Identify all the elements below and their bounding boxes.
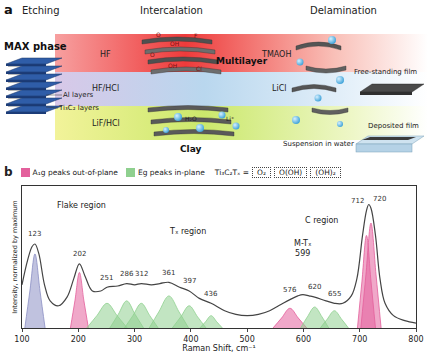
svg-text:800: 800 (408, 335, 423, 344)
html-text:(OH)₂: (OH)₂ (315, 167, 336, 177)
svg-text:H₂O: H₂O (185, 115, 197, 122)
svg-text:Intensity, normalized by maxim: Intensity, normalized by maximum (11, 200, 19, 313)
html-text:O(OH): O(OH) (279, 167, 303, 177)
svg-text:100: 100 (14, 335, 29, 344)
svg-text:251: 251 (100, 274, 113, 282)
svg-text:Al layers: Al layers (63, 91, 94, 99)
svg-text:LiCl: LiCl (272, 84, 287, 93)
svg-text:400: 400 (183, 335, 198, 344)
svg-text:HF: HF (100, 50, 111, 59)
svg-text:LiF/HCl: LiF/HCl (92, 119, 120, 128)
svg-text:712: 712 (351, 197, 364, 205)
html-text:b: b (4, 165, 13, 179)
html-text:O₂: O₂ (257, 167, 266, 177)
svg-text:Ti₃C₂ layers: Ti₃C₂ layers (58, 104, 99, 112)
svg-text:286: 286 (120, 270, 134, 278)
svg-text:620: 620 (308, 283, 321, 291)
svg-text:MAX phase: MAX phase (4, 41, 67, 52)
svg-text:Flake region: Flake region (57, 201, 106, 210)
svg-text:Intercalation: Intercalation (140, 5, 203, 16)
svg-text:700: 700 (352, 335, 367, 344)
html-text:A₁g peaks out-of-plane: A₁g peaks out-of-plane (32, 167, 118, 177)
svg-text:F: F (194, 32, 198, 39)
svg-text:TMAOH: TMAOH (261, 50, 291, 59)
svg-text:312: 312 (135, 270, 148, 278)
html-text:Ti₃C₂Tₓ =: Ti₃C₂Tₓ = (214, 167, 250, 177)
svg-text:655: 655 (328, 290, 341, 298)
svg-text:OH: OH (168, 62, 177, 69)
svg-text:OH: OH (170, 40, 179, 47)
svg-text:500: 500 (239, 335, 254, 344)
html-text:Eg peaks in-plane: Eg peaks in-plane (138, 167, 205, 177)
svg-text:O: O (150, 51, 155, 58)
svg-text:Li⁺: Li⁺ (226, 115, 234, 122)
svg-text:HF/HCl: HF/HCl (92, 84, 119, 93)
svg-text:Deposited film: Deposited film (368, 122, 419, 130)
svg-text:300: 300 (127, 335, 142, 344)
svg-text:576: 576 (283, 286, 297, 294)
svg-text:Clay: Clay (180, 144, 201, 154)
svg-text:a: a (4, 2, 13, 17)
svg-text:M-Tₓ599: M-Tₓ599 (294, 239, 312, 258)
svg-text:Etching: Etching (22, 5, 60, 16)
svg-text:Tₓ region: Tₓ region (169, 227, 206, 236)
svg-text:Multilayer: Multilayer (216, 56, 268, 66)
svg-text:200: 200 (71, 335, 86, 344)
svg-text:123: 123 (28, 230, 41, 238)
svg-text:397: 397 (183, 277, 196, 285)
svg-text:Delamination: Delamination (310, 5, 377, 16)
svg-text:O: O (156, 31, 161, 38)
svg-text:Cl: Cl (196, 65, 202, 72)
svg-text:202: 202 (73, 250, 86, 258)
svg-text:361: 361 (162, 269, 175, 277)
svg-text:Free-standing film: Free-standing film (354, 68, 417, 76)
svg-text:C region: C region (305, 216, 338, 225)
svg-text:Raman Shift, cm⁻¹: Raman Shift, cm⁻¹ (182, 344, 255, 353)
svg-text:600: 600 (296, 335, 311, 344)
svg-text:720: 720 (373, 195, 386, 203)
svg-text:436: 436 (204, 290, 218, 298)
svg-text:Suspension in water: Suspension in water (283, 140, 354, 148)
